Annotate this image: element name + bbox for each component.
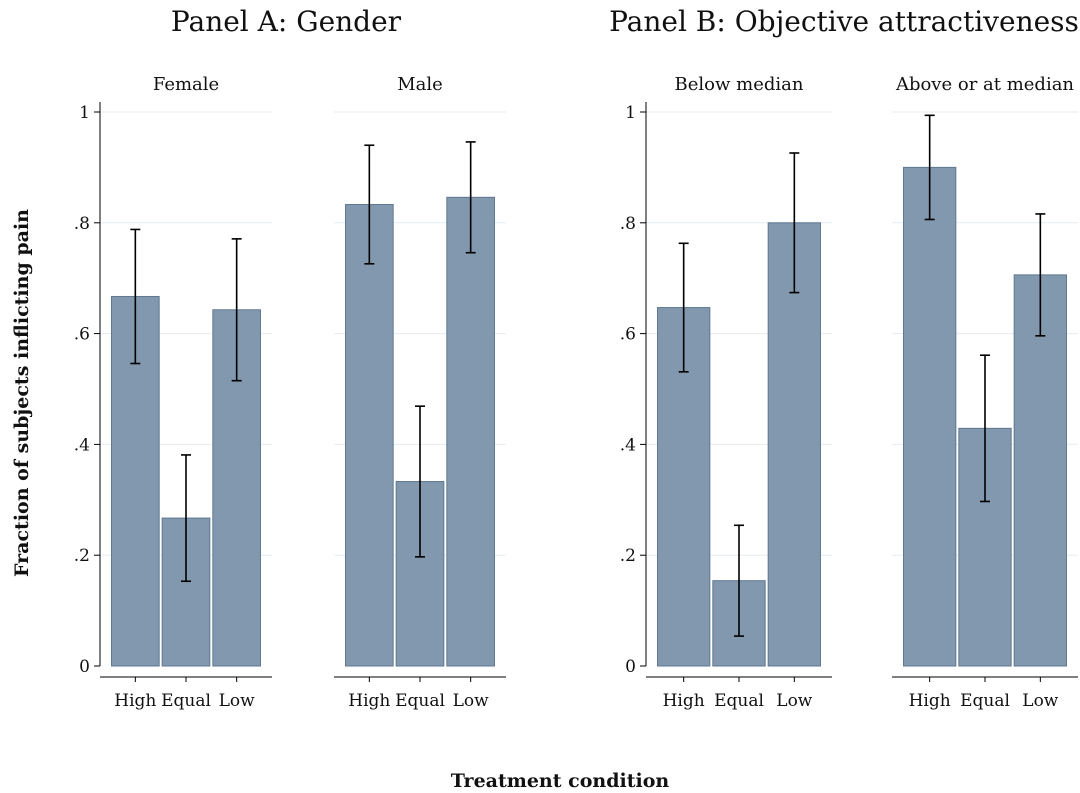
error-bar [734, 524, 744, 637]
error-bar [364, 144, 375, 265]
y-tick-label: 1 [79, 103, 90, 123]
subplot-below-median: Below median High Equal Low 0 .2 .4 .6 .8 1 [620, 74, 832, 711]
category-label: High [114, 691, 156, 711]
bar-low [446, 196, 496, 667]
y-tick-label: .2 [74, 546, 90, 566]
category-label: Equal [960, 691, 1010, 711]
x-axis-title: Treatment condition [451, 770, 670, 792]
bar-high [345, 204, 394, 667]
category-label: High [909, 691, 951, 711]
error-bar [231, 238, 242, 382]
bar-low [767, 222, 822, 667]
y-axis-title: Fraction of subjects inflicting pain [11, 209, 33, 577]
subplot-title: Below median [675, 74, 804, 95]
category-label: Low [453, 691, 490, 711]
subplot-male: Male High Equal Low [334, 74, 506, 711]
y-tick-label: 1 [625, 103, 636, 123]
subplot-title: Female [153, 74, 219, 95]
error-bar [980, 354, 990, 503]
category-label: Equal [714, 691, 764, 711]
error-bar [924, 114, 935, 221]
subplot-female: Female High Equal Low 0 .2 .4 .6 .8 1 [74, 74, 272, 711]
category-label: Equal [395, 691, 445, 711]
category-label: Low [1022, 691, 1059, 711]
error-bar [1035, 213, 1046, 337]
y-tick-label: 0 [625, 657, 636, 677]
y-tick-label: .4 [74, 435, 90, 455]
panel-a-title: Panel A: Gender [171, 5, 402, 38]
subplot-title: Male [397, 74, 443, 95]
category-label: Equal [161, 691, 211, 711]
y-tick-label: .8 [620, 214, 636, 234]
error-bar [678, 242, 689, 373]
y-tick-label: .6 [620, 325, 636, 345]
y-tick-label: .8 [74, 214, 90, 234]
error-bar [789, 152, 800, 294]
y-tick-label: .6 [74, 325, 90, 345]
category-label: High [348, 691, 390, 711]
y-tick-label: .4 [620, 435, 636, 455]
y-tick-label: 0 [79, 657, 90, 677]
bar-high [903, 166, 957, 667]
category-label: High [663, 691, 705, 711]
error-bar [465, 141, 476, 254]
y-tick-label: .2 [620, 546, 636, 566]
error-bar [415, 405, 425, 558]
subplot-title: Above or at median [895, 74, 1074, 95]
subplot-above-or-at-median: Above or at median High Equal Low [892, 74, 1078, 711]
category-label: Low [219, 691, 256, 711]
error-bar [130, 228, 141, 365]
category-label: Low [776, 691, 813, 711]
panel-b-title: Panel B: Objective attractiveness [609, 5, 1079, 38]
error-bar [181, 454, 191, 583]
